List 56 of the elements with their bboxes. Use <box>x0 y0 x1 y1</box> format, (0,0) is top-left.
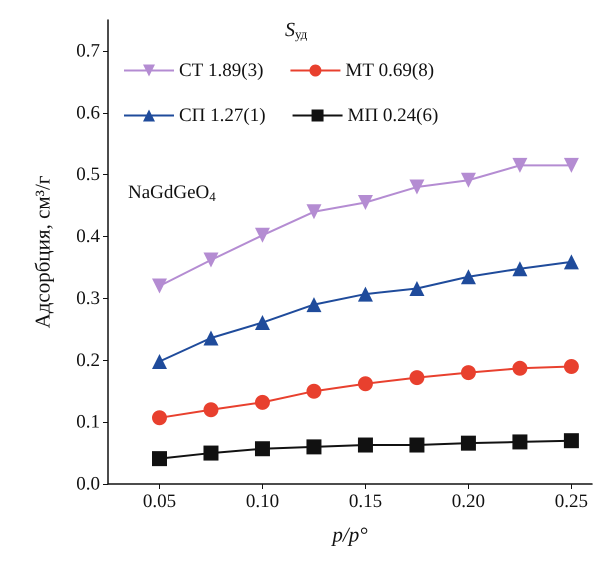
legend-label: СТ 1.89(3) <box>179 60 264 81</box>
point <box>152 451 167 466</box>
point <box>152 410 167 426</box>
point <box>203 252 218 268</box>
y-tick-label: 0.4 <box>76 226 100 248</box>
point <box>460 172 476 188</box>
x-tick-label: 0.25 <box>554 491 588 512</box>
legend-label: МТ 0.69(8) <box>345 60 434 81</box>
x-tick-label: 0.15 <box>348 491 382 512</box>
point <box>460 269 476 284</box>
point <box>203 402 218 418</box>
point <box>358 286 373 302</box>
point <box>358 195 373 210</box>
point <box>512 261 528 276</box>
point <box>512 158 528 173</box>
point <box>512 434 528 450</box>
point <box>203 446 218 461</box>
point <box>306 384 322 399</box>
y-tick-label: 0.0 <box>76 474 100 494</box>
point <box>254 441 270 456</box>
y-tick-label: 0.3 <box>76 288 100 309</box>
point <box>254 394 270 410</box>
point <box>564 254 579 270</box>
x-tick-label: 0.20 <box>452 491 486 512</box>
point <box>152 278 167 294</box>
point <box>358 438 373 453</box>
y-tick-label: 0.5 <box>76 164 100 186</box>
point <box>564 433 579 448</box>
point <box>409 281 424 296</box>
point <box>564 358 579 374</box>
point <box>152 354 167 370</box>
y-tick-label: 0.2 <box>76 350 100 371</box>
y-tick-label: 0.7 <box>76 40 100 62</box>
point <box>409 370 424 386</box>
point <box>409 438 424 453</box>
x-tick-label: 0.10 <box>246 491 280 512</box>
y-tick-label: 0.6 <box>76 102 100 124</box>
point <box>203 330 218 346</box>
point <box>306 297 322 312</box>
point <box>460 365 476 380</box>
point <box>512 360 528 376</box>
point <box>564 158 579 173</box>
point <box>460 436 476 451</box>
y-axis-title: Адсорбция, см³/г <box>30 175 54 328</box>
point <box>254 228 270 243</box>
point <box>306 439 322 454</box>
x-tick-label: 0.05 <box>142 491 176 512</box>
point <box>358 376 373 392</box>
legend-label: СП 1.27(1) <box>179 105 266 126</box>
point <box>306 204 322 220</box>
point <box>409 180 424 195</box>
x-axis-title: p/p° <box>330 522 368 546</box>
y-tick-label: 0.1 <box>76 412 100 433</box>
legend-title: Sуд <box>285 19 308 42</box>
legend-label: МП 0.24(6) <box>348 105 438 126</box>
point <box>254 315 270 330</box>
